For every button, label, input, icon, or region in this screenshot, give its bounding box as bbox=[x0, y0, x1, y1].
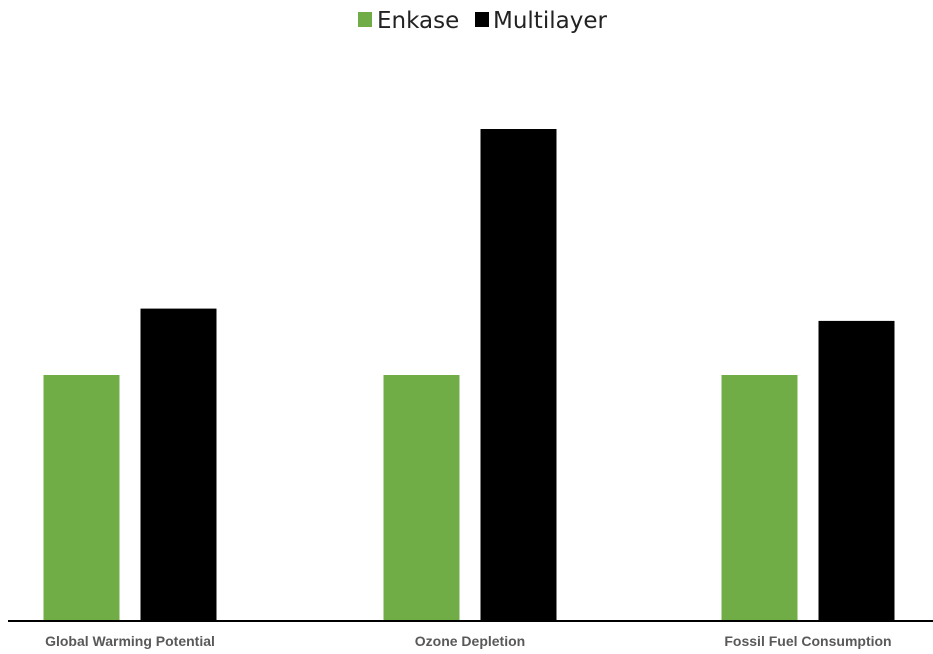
x-tick-label-global-warming-potential: Global Warming Potential bbox=[45, 633, 215, 649]
x-tick-label-ozone-depletion: Ozone Depletion bbox=[415, 633, 525, 649]
bar-enkase-fossil-fuel-consumption bbox=[721, 375, 798, 621]
bar-enkase-ozone-depletion bbox=[383, 375, 460, 621]
bar-enkase-global-warming-potential bbox=[43, 375, 120, 621]
bars-group bbox=[43, 129, 895, 621]
legend-swatch-multilayer bbox=[475, 12, 489, 27]
legend-label-multilayer: Multilayer bbox=[493, 8, 607, 34]
legend-label-enkase: Enkase bbox=[377, 8, 459, 34]
bar-multilayer-global-warming-potential bbox=[140, 308, 217, 621]
chart-legend: Enkase Multilayer bbox=[358, 8, 607, 34]
bar-multilayer-ozone-depletion bbox=[480, 129, 557, 621]
legend-swatch-enkase bbox=[358, 12, 372, 27]
bar-multilayer-fossil-fuel-consumption bbox=[818, 320, 895, 621]
x-axis-tick-labels: Global Warming Potential Ozone Depletion… bbox=[45, 633, 892, 649]
x-tick-label-fossil-fuel-consumption: Fossil Fuel Consumption bbox=[724, 633, 891, 649]
